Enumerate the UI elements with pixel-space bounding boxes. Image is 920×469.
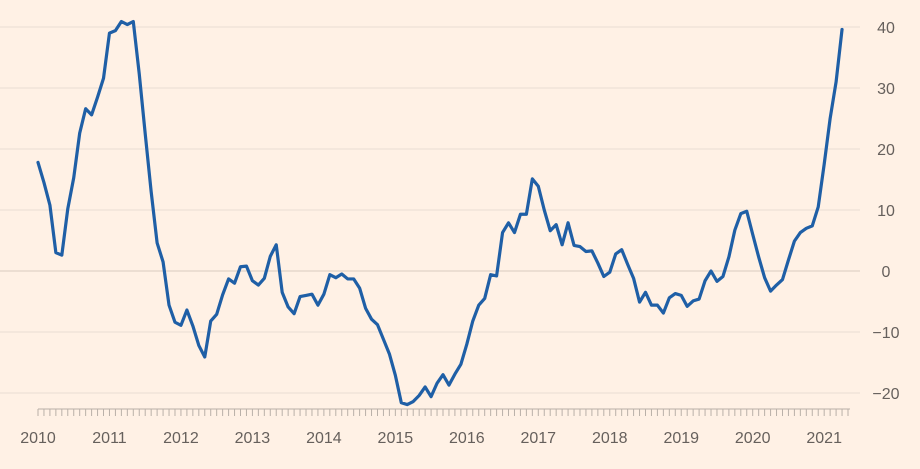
- y-tick-label: −20: [872, 386, 899, 403]
- x-tick-label: 2013: [235, 430, 271, 447]
- y-tick-label: 0: [882, 264, 891, 281]
- y-tick-label: 20: [877, 142, 895, 159]
- y-tick-label: 40: [877, 20, 895, 37]
- x-tick-label: 2018: [592, 430, 628, 447]
- x-axis-labels: 2010 2011 2012 2013 2014 2015 2016 2017 2018 2019…: [20, 430, 842, 447]
- y-tick-label: −10: [872, 325, 899, 342]
- x-tick-label: 2017: [520, 430, 556, 447]
- series-layer: [36, 19, 844, 407]
- x-tick-label: 2011: [92, 430, 127, 447]
- x-axis: [37, 408, 850, 416]
- x-tick-label: 2020: [735, 430, 771, 447]
- x-tick-label: 2021: [806, 430, 842, 447]
- x-tick-label: 2010: [20, 430, 56, 447]
- y-tick-label: 30: [877, 81, 895, 98]
- x-tick-label: 2014: [306, 430, 342, 447]
- series-line: [36, 19, 844, 407]
- x-tick-label: 2012: [163, 430, 199, 447]
- y-tick-label: 10: [877, 203, 895, 220]
- x-tick-label: 2016: [449, 430, 485, 447]
- x-tick-label: 2019: [663, 430, 699, 447]
- x-tick-label: 2015: [378, 430, 414, 447]
- y-axis-labels: 40 30 20 10 0 −10 −20: [872, 20, 899, 403]
- gridlines: [0, 26, 860, 394]
